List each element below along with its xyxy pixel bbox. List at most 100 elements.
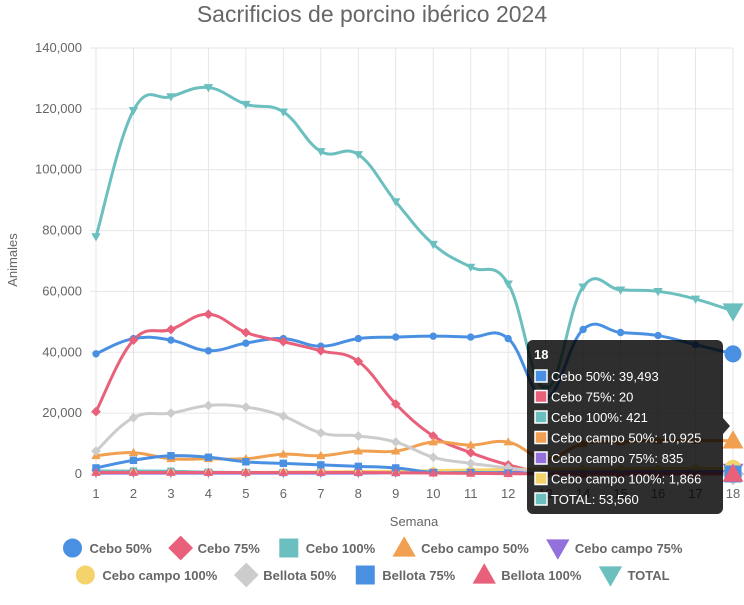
data-point-8-4 xyxy=(241,467,251,476)
data-point-0-11 xyxy=(504,334,512,343)
tooltip-box xyxy=(527,340,723,514)
x-tick-label: 9 xyxy=(392,486,399,501)
data-point-8-10 xyxy=(466,468,476,477)
data-point-6-1 xyxy=(128,412,139,423)
x-tick-label: 6 xyxy=(280,486,287,501)
data-point-8-7 xyxy=(353,467,363,476)
legend-marker-0 xyxy=(63,538,83,558)
data-point-3-6 xyxy=(316,450,326,460)
x-tick-label: 5 xyxy=(242,486,249,501)
data-point-8-1 xyxy=(128,467,139,476)
data-point-9-8 xyxy=(391,198,401,207)
legend-label: Bellota 50% xyxy=(263,568,336,583)
data-point-9-3 xyxy=(203,84,214,93)
legend-item-2[interactable]: Cebo 100% xyxy=(279,538,376,558)
data-point-3-5 xyxy=(278,449,289,458)
y-tick-label: 0 xyxy=(75,466,82,481)
y-tick-label: 60,000 xyxy=(42,283,82,298)
data-point-9-6 xyxy=(316,148,326,157)
data-point-6-0 xyxy=(91,446,101,457)
data-point-8-5 xyxy=(278,467,289,476)
data-point-0-9 xyxy=(429,332,437,340)
data-point-3-7 xyxy=(353,446,363,455)
data-point-1-2 xyxy=(166,324,176,335)
data-point-1-10 xyxy=(465,447,476,458)
data-point-9-13 xyxy=(578,283,588,292)
y-tick-label: 20,000 xyxy=(42,405,82,420)
x-tick-label: 7 xyxy=(317,486,324,501)
legend-marker-3 xyxy=(392,536,416,557)
data-point-8-2 xyxy=(166,467,176,476)
legend-marker-2 xyxy=(279,538,299,558)
data-point-9-9 xyxy=(428,240,438,250)
data-point-1-0 xyxy=(91,406,101,417)
tooltip-row: Cebo 75%: 20 xyxy=(551,390,633,405)
tooltip-swatch xyxy=(534,471,548,486)
data-point-0-4 xyxy=(242,339,250,347)
data-point-6-6 xyxy=(315,428,326,438)
data-point-8-3 xyxy=(203,467,214,476)
data-point-9-1 xyxy=(128,106,139,116)
tooltip-swatch xyxy=(534,410,548,424)
data-point-3-17 xyxy=(722,430,744,449)
legend-item-7[interactable]: Bellota 75% xyxy=(355,565,456,585)
data-point-9-4 xyxy=(241,100,251,110)
legend-marker-8 xyxy=(472,563,496,584)
legend-label: Bellota 100% xyxy=(501,568,582,583)
legend-item-1[interactable]: Cebo 75% xyxy=(168,535,261,561)
data-point-6-7 xyxy=(353,431,364,441)
data-point-3-11 xyxy=(503,437,513,446)
data-point-8-11 xyxy=(503,468,513,478)
tooltip-row: Cebo 50%: 39,493 xyxy=(551,369,659,384)
tooltip-row: Cebo campo 75%: 835 xyxy=(551,451,683,466)
x-tick-label: 10 xyxy=(426,486,440,501)
legend-item-3[interactable]: Cebo campo 50% xyxy=(392,536,529,557)
data-point-0-7 xyxy=(354,334,362,343)
x-tick-label: 1 xyxy=(92,486,99,501)
data-point-7-1 xyxy=(129,456,138,465)
legend-marker-6 xyxy=(233,562,259,588)
data-point-0-3 xyxy=(204,347,213,355)
data-point-7-5 xyxy=(279,459,288,468)
data-point-0-17 xyxy=(724,345,742,363)
tooltip-swatch xyxy=(534,369,548,383)
x-tick-label: 2 xyxy=(130,486,137,501)
legend-marker-9 xyxy=(598,566,623,587)
tooltip-row: TOTAL: 53,560 xyxy=(551,492,639,507)
legend-item-6[interactable]: Bellota 50% xyxy=(233,562,337,588)
data-point-0-2 xyxy=(167,336,175,344)
y-tick-label: 100,000 xyxy=(35,162,82,177)
chart-title: Sacrificios de porcino ibérico 2024 xyxy=(197,1,548,27)
tooltip-row: Cebo campo 50%: 10,925 xyxy=(551,431,701,446)
data-point-9-2 xyxy=(166,93,176,102)
x-tick-label: 11 xyxy=(464,486,478,501)
legend-item-9[interactable]: TOTAL xyxy=(598,566,670,587)
legend-label: Cebo 75% xyxy=(198,541,261,556)
legend-label: Cebo campo 75% xyxy=(575,541,683,556)
data-point-1-5 xyxy=(278,336,289,347)
data-point-8-17 xyxy=(722,463,744,482)
data-point-0-13 xyxy=(579,325,587,334)
x-tick-label: 12 xyxy=(501,486,515,501)
legend-item-5[interactable]: Cebo campo 100% xyxy=(75,565,218,585)
data-point-0-8 xyxy=(392,333,400,341)
legend-item-0[interactable]: Cebo 50% xyxy=(63,538,153,558)
data-point-8-8 xyxy=(391,467,401,477)
legend-label: Cebo 50% xyxy=(90,541,153,556)
tooltip-swatch xyxy=(534,389,548,404)
legend-label: Cebo campo 100% xyxy=(102,568,217,583)
data-point-3-10 xyxy=(466,440,476,449)
data-point-6-5 xyxy=(278,411,289,422)
data-point-9-14 xyxy=(615,286,626,295)
data-point-7-4 xyxy=(242,458,250,466)
legend-item-8[interactable]: Bellota 100% xyxy=(472,563,582,584)
legend-item-4[interactable]: Cebo campo 75% xyxy=(546,539,683,560)
data-point-9-11 xyxy=(503,280,513,289)
y-tick-label: 40,000 xyxy=(42,344,82,359)
data-point-1-6 xyxy=(315,345,326,356)
data-point-3-8 xyxy=(391,446,401,455)
data-point-6-2 xyxy=(166,408,176,419)
